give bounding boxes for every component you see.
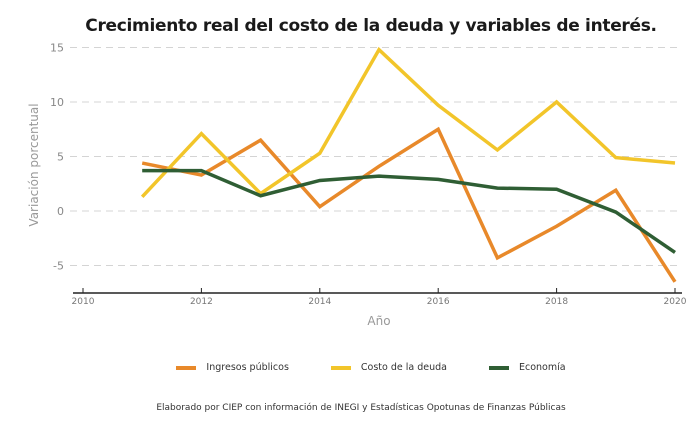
y-tick-label: 0 xyxy=(57,205,64,218)
legend-label: Economía xyxy=(518,362,566,373)
series-line-costo-de-la-deuda xyxy=(140,46,676,199)
legend-item: Costo de la deuda xyxy=(330,362,447,373)
y-axis-title: Variación porcentual xyxy=(27,103,41,226)
y-tick-label: 5 xyxy=(57,151,64,164)
source-caption: Elaborado por CIEP con información de IN… xyxy=(156,403,566,413)
x-tick-label: 2014 xyxy=(308,297,331,307)
legend-item: Economía xyxy=(488,362,566,373)
legend-label: Costo de la deuda xyxy=(360,362,447,373)
gridlines xyxy=(70,47,682,266)
x-tick-label: 2010 xyxy=(72,297,95,307)
legend-label: Ingresos públicos xyxy=(206,362,289,373)
legend-swatch xyxy=(176,365,197,370)
series-line-ingresos-p-blicos xyxy=(141,126,677,283)
x-tick-label: 2018 xyxy=(545,297,568,307)
y-tick-label: -5 xyxy=(53,260,64,273)
chart-title: Crecimiento real del costo de la deuda y… xyxy=(85,16,657,36)
x-axis: 2010 2012 2014 2016 2018 2020 xyxy=(72,288,687,307)
legend-swatch xyxy=(488,365,509,370)
legend: Ingresos públicos Costo de la deuda Econom… xyxy=(0,362,700,373)
x-tick-label: 2016 xyxy=(427,297,450,307)
y-axis-ticks: 15 10 5 0 -5 xyxy=(50,42,64,273)
x-tick-label: 2020 xyxy=(664,297,687,307)
y-tick-label: 15 xyxy=(50,42,64,55)
legend-item: Ingresos públicos xyxy=(176,362,289,373)
x-axis-title: Año xyxy=(367,314,390,328)
x-tick-label: 2012 xyxy=(190,297,213,307)
legend-swatch xyxy=(330,365,351,370)
series-line-econom-a xyxy=(142,168,676,254)
series-lines xyxy=(140,46,677,283)
y-tick-label: 10 xyxy=(50,96,64,109)
